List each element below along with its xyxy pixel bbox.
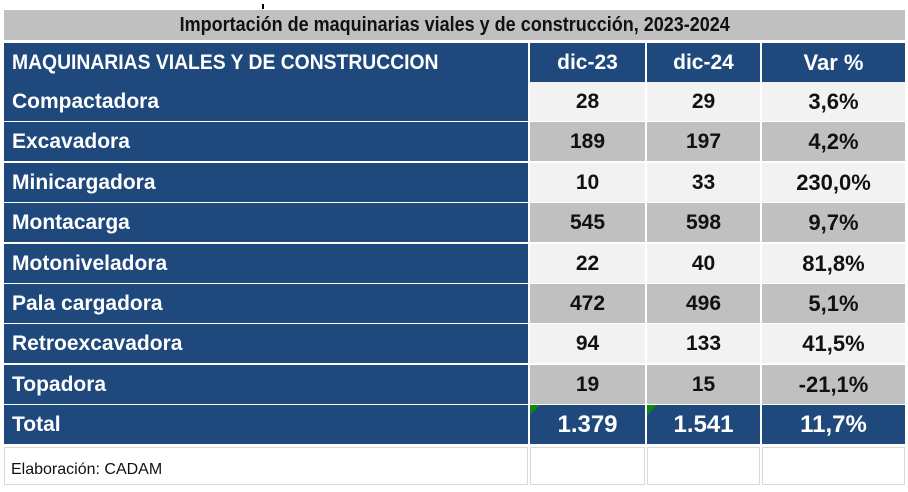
- header-dic24: dic-24: [647, 43, 760, 82]
- row-var: 9,7%: [762, 203, 905, 243]
- table-title: Importación de maquinarias viales y de c…: [4, 10, 905, 40]
- header-row: MAQUINARIAS VIALES Y DE CONSTRUCCION dic…: [4, 43, 905, 82]
- row-var: 4,2%: [762, 122, 905, 162]
- table-row: Minicargadora 10 33 230,0%: [4, 162, 905, 202]
- footer-row: Elaboración: CADAM: [4, 447, 905, 485]
- row-label: Minicargadora: [4, 162, 528, 202]
- row-dic24: 29: [647, 82, 760, 121]
- row-dic24: 15: [647, 364, 760, 404]
- footer-empty-cell: [530, 447, 645, 485]
- total-dic23-value: 1.379: [557, 411, 618, 438]
- table-title-text: Importación de maquinarias viales y de c…: [179, 14, 730, 36]
- row-label: Retroexcavadora: [4, 324, 528, 364]
- row-label: Montacarga: [4, 203, 528, 243]
- total-dic23: 1.379: [530, 405, 645, 444]
- row-dic23: 94: [530, 324, 645, 364]
- table-row: Montacarga 545 598 9,7%: [4, 203, 905, 243]
- row-label: Topadora: [4, 364, 528, 404]
- error-indicator-icon: [530, 405, 540, 415]
- total-row: Total 1.379 1.541 11,7%: [4, 405, 905, 444]
- footer-empty-cell: [762, 447, 905, 485]
- row-label: Excavadora: [4, 122, 528, 162]
- row-dic23: 28: [530, 82, 645, 121]
- footer-empty-cell: [647, 447, 760, 485]
- row-dic24: 133: [647, 324, 760, 364]
- row-dic24: 33: [647, 162, 760, 202]
- row-dic24: 496: [647, 284, 760, 323]
- row-var: 230,0%: [762, 162, 905, 202]
- row-label: Pala cargadora: [4, 284, 528, 323]
- row-dic24: 598: [647, 203, 760, 243]
- table-row: Retroexcavadora 94 133 41,5%: [4, 324, 905, 364]
- row-dic23: 545: [530, 203, 645, 243]
- row-var: 81,8%: [762, 243, 905, 283]
- cell-marker: [262, 4, 264, 9]
- row-dic24: 40: [647, 243, 760, 283]
- table-row: Excavadora 189 197 4,2%: [4, 122, 905, 162]
- total-dic24: 1.541: [647, 405, 760, 444]
- row-var: 5,1%: [762, 284, 905, 323]
- footer-source: Elaboración: CADAM: [4, 447, 528, 485]
- table-row: Motoniveladora 22 40 81,8%: [4, 243, 905, 283]
- header-label-text: MAQUINARIAS VIALES Y DE CONSTRUCCION: [12, 51, 439, 74]
- row-label: Motoniveladora: [4, 243, 528, 283]
- total-label: Total: [4, 405, 528, 444]
- table-row: Topadora 19 15 -21,1%: [4, 364, 905, 404]
- total-dic24-value: 1.541: [673, 411, 734, 438]
- row-label: Compactadora: [4, 82, 528, 121]
- header-label: MAQUINARIAS VIALES Y DE CONSTRUCCION: [4, 43, 528, 82]
- row-var: -21,1%: [762, 364, 905, 404]
- row-var: 3,6%: [762, 82, 905, 121]
- row-dic23: 472: [530, 284, 645, 323]
- row-dic23: 19: [530, 364, 645, 404]
- row-dic24: 197: [647, 122, 760, 162]
- row-dic23: 22: [530, 243, 645, 283]
- row-dic23: 10: [530, 162, 645, 202]
- row-dic23: 189: [530, 122, 645, 162]
- total-var: 11,7%: [762, 405, 905, 444]
- row-var: 41,5%: [762, 324, 905, 364]
- table-row: Compactadora 28 29 3,6%: [4, 82, 905, 121]
- error-indicator-icon: [647, 405, 657, 415]
- header-dic23: dic-23: [530, 43, 645, 82]
- header-var: Var %: [762, 43, 905, 82]
- table-row: Pala cargadora 472 496 5,1%: [4, 284, 905, 323]
